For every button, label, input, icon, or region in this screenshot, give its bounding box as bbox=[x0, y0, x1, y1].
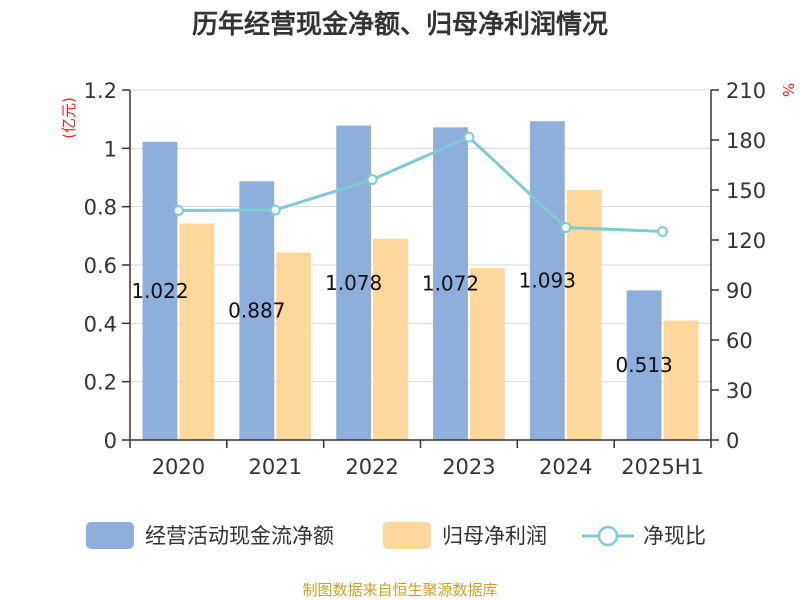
x-tick-label: 2023 bbox=[442, 455, 495, 479]
bar-cashflow bbox=[529, 121, 565, 440]
y-left-tick-label: 0.4 bbox=[84, 312, 117, 336]
bar-profit bbox=[373, 238, 408, 440]
x-tick-label: 2025H1 bbox=[621, 455, 704, 479]
bar-profit bbox=[179, 223, 215, 440]
legend-marker-ratio bbox=[597, 525, 619, 547]
gridlines bbox=[130, 89, 711, 441]
legend-swatch-cashflow bbox=[86, 522, 134, 549]
y-left-tick-label: 1 bbox=[104, 137, 117, 161]
ratio-point bbox=[560, 222, 572, 233]
legend-item-cashflow[interactable]: 经营活动现金流净额 bbox=[86, 522, 334, 549]
legend-swatch-profit bbox=[383, 522, 431, 549]
legend-label-cashflow: 经营活动现金流净额 bbox=[145, 524, 334, 548]
y-right-tick-label: 210 bbox=[726, 79, 766, 103]
y-left-tick-label: 0 bbox=[104, 429, 117, 453]
y-left-tick-label: 1.2 bbox=[84, 79, 117, 103]
y-left-tick-label: 0.2 bbox=[84, 371, 117, 395]
data-labels: 1.022 0.887 1.078 1.072 1.093 0.513 bbox=[131, 269, 672, 378]
x-tick-label: 2024 bbox=[539, 455, 592, 479]
y-right-unit: % bbox=[779, 83, 797, 97]
ratio-line bbox=[172, 131, 669, 237]
y-right-tick-label: 0 bbox=[726, 429, 739, 453]
ratio-point bbox=[366, 174, 378, 186]
chart-title: 历年经营现金净额、归母净利润情况 bbox=[192, 9, 608, 40]
bar-value-label: 1.093 bbox=[519, 269, 576, 293]
y-right-tick-label: 90 bbox=[726, 279, 753, 303]
y-left-ticks: 0 0.2 0.4 0.6 0.8 1 1.2 bbox=[84, 79, 130, 453]
ratio-point bbox=[657, 226, 669, 237]
x-tick-label: 2022 bbox=[345, 455, 398, 479]
bar-value-label: 1.022 bbox=[131, 279, 188, 303]
y-right-tick-label: 180 bbox=[726, 129, 766, 153]
legend: 经营活动现金流净额 归母净利润 净现比 bbox=[86, 522, 706, 549]
x-tick-labels: 2020 2021 2022 2023 2024 2025H1 bbox=[152, 455, 704, 479]
bar-cashflow bbox=[626, 290, 662, 440]
legend-item-ratio[interactable]: 净现比 bbox=[582, 524, 706, 548]
axes bbox=[129, 90, 712, 448]
bar-profit bbox=[566, 190, 602, 440]
bar-value-label: 0.513 bbox=[616, 353, 673, 377]
ratio-point bbox=[269, 204, 281, 216]
bar-cashflow bbox=[142, 141, 178, 440]
y-left-tick-label: 0.6 bbox=[84, 254, 117, 278]
y-right-tick-label: 30 bbox=[726, 379, 753, 403]
bar-value-label: 1.078 bbox=[325, 271, 382, 295]
ratio-point bbox=[463, 131, 475, 143]
ratio-point bbox=[172, 205, 184, 216]
y-left-unit: (亿元) bbox=[60, 97, 78, 139]
bar-profit bbox=[469, 267, 505, 440]
legend-item-profit[interactable]: 归母净利润 bbox=[383, 522, 547, 549]
x-tick-label: 2021 bbox=[249, 455, 302, 479]
y-right-ticks: 0 30 60 90 120 150 180 210 bbox=[711, 79, 766, 453]
y-right-tick-label: 150 bbox=[726, 179, 766, 203]
source-footnote: 制图数据来自恒生聚源数据库 bbox=[302, 581, 497, 599]
bar-profit bbox=[663, 320, 699, 440]
x-tick-label: 2020 bbox=[152, 455, 205, 479]
legend-label-profit: 归母净利润 bbox=[442, 524, 547, 548]
legend-label-ratio: 净现比 bbox=[643, 524, 706, 548]
bar-cashflow bbox=[336, 125, 372, 440]
y-right-tick-label: 60 bbox=[726, 329, 753, 353]
bars bbox=[142, 121, 699, 440]
ratio-polyline bbox=[178, 135, 663, 233]
bar-value-label: 1.072 bbox=[422, 272, 479, 296]
bar-cashflow bbox=[239, 181, 275, 440]
bar-cashflow bbox=[433, 127, 468, 440]
bar-value-label: 0.887 bbox=[228, 299, 285, 323]
y-left-tick-label: 0.8 bbox=[84, 196, 117, 220]
bar-profit bbox=[276, 252, 312, 440]
y-right-tick-label: 120 bbox=[726, 229, 766, 253]
